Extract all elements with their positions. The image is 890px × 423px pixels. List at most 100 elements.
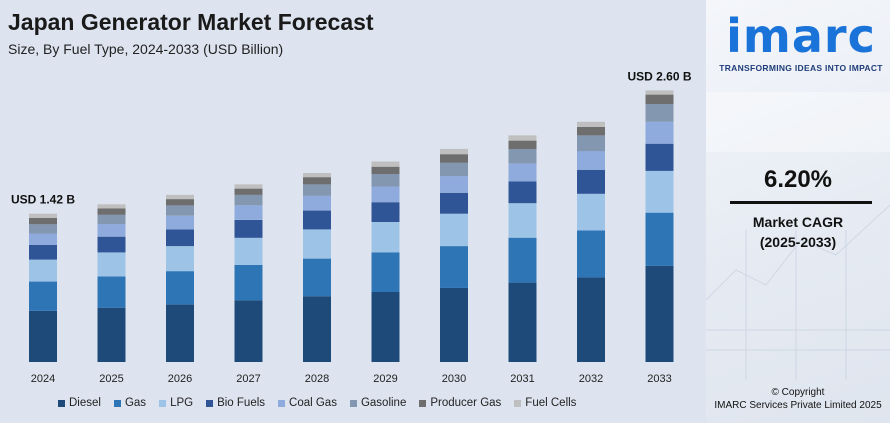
legend-item: LPG xyxy=(159,397,193,409)
legend-label: Producer Gas xyxy=(430,397,502,409)
bar-segment-producer-gas xyxy=(234,188,263,195)
bar-segment-diesel xyxy=(234,300,263,362)
bar-segment-diesel xyxy=(371,292,400,362)
cagr-label-line2: (2025-2033) xyxy=(759,234,837,250)
bar-segment-coal-gas xyxy=(29,233,57,245)
bar-segment-diesel xyxy=(97,307,126,362)
bar-segment-coal-gas xyxy=(303,195,331,211)
legend-swatch xyxy=(206,399,214,407)
legend-swatch xyxy=(113,399,121,407)
bar-segment-gasoline xyxy=(166,205,194,216)
bar-segment-gasoline xyxy=(303,184,331,196)
bar-segment-bio-fuels xyxy=(97,236,126,253)
bar-segment-lpg xyxy=(29,259,57,282)
legend-label: Bio Fuels xyxy=(217,397,266,409)
legend-swatch xyxy=(58,399,65,407)
bar-segment-gasoline xyxy=(577,135,605,152)
bar-segment-lpg xyxy=(577,193,605,231)
bar-segment-diesel xyxy=(29,310,57,362)
bar-segment-gasoline xyxy=(508,148,537,164)
bar-segment-lpg xyxy=(508,203,537,238)
background-decoration xyxy=(706,92,890,380)
legend-item: Diesel xyxy=(58,397,101,409)
legend-item: Gas xyxy=(113,397,146,409)
bar-segment-fuel-cells xyxy=(508,135,537,141)
bar-segment-bio-fuels xyxy=(508,181,537,204)
bar-segment-fuel-cells xyxy=(29,213,57,218)
x-tick-label: 2028 xyxy=(305,373,329,385)
logo-wordmark: imarc xyxy=(726,9,876,63)
bar-segment-producer-gas xyxy=(371,166,400,174)
bar-segment-diesel xyxy=(166,304,194,362)
bar-segment-bio-fuels xyxy=(440,192,468,214)
bar-segment-producer-gas xyxy=(645,94,674,104)
bar-segment-producer-gas xyxy=(303,177,331,185)
bar-segment-coal-gas xyxy=(97,224,126,237)
bar-segment-bio-fuels xyxy=(166,229,194,247)
bar-segment-bio-fuels xyxy=(577,169,605,194)
bar-segment-bio-fuels xyxy=(645,143,674,171)
bar-segment-gas xyxy=(97,276,126,308)
x-tick-label: 2031 xyxy=(510,373,534,385)
legend-swatch xyxy=(278,399,286,407)
bar-segment-coal-gas xyxy=(508,163,537,182)
legend-item: Gasoline xyxy=(349,397,407,409)
bar-segment-diesel xyxy=(645,265,674,362)
legend-swatch xyxy=(419,399,427,407)
chart-subtitle: Size, By Fuel Type, 2024-2033 (USD Billi… xyxy=(8,41,284,57)
bar-segment-bio-fuels xyxy=(29,245,57,260)
bar-segment-fuel-cells xyxy=(577,121,605,127)
x-tick-label: 2027 xyxy=(236,373,260,385)
bar-segment-fuel-cells xyxy=(371,161,400,167)
bar-segment-lpg xyxy=(371,222,400,253)
bar-segment-coal-gas xyxy=(234,205,263,220)
legend-item: Bio Fuels xyxy=(206,397,265,409)
bar-segment-gas xyxy=(440,246,468,288)
legend-label: Gasoline xyxy=(360,397,407,409)
bar-segment-fuel-cells xyxy=(97,204,126,209)
bar-segment-diesel xyxy=(303,296,331,362)
stacked-bar-chart: 2024 2025 2026 2027 2028 2029 2030 2031 2032 2033… xyxy=(11,69,692,385)
bar-segment-fuel-cells xyxy=(234,184,263,189)
bar-segment-gasoline xyxy=(97,214,126,225)
bar-segment-producer-gas xyxy=(97,208,126,215)
bar-segment-diesel xyxy=(508,282,537,362)
bar-segment-producer-gas xyxy=(577,127,605,136)
logo-tagline: TRANSFORMING IDEAS INTO IMPACT xyxy=(719,63,883,73)
bar-segment-gasoline xyxy=(440,162,468,177)
bar-segment-gas xyxy=(166,271,194,305)
bar-segment-lpg xyxy=(166,246,194,272)
bar-segment-gasoline xyxy=(234,194,263,206)
legend-item: Producer Gas xyxy=(419,397,501,409)
x-tick-label: 2025 xyxy=(99,373,123,385)
legend-label: Fuel Cells xyxy=(525,397,577,409)
bar-segment-gasoline xyxy=(645,104,674,122)
bar-segment-lpg xyxy=(234,237,263,265)
legend-swatch xyxy=(159,399,167,407)
legend-label: Diesel xyxy=(69,397,101,409)
x-tick-label: 2029 xyxy=(373,373,397,385)
bar-segment-bio-fuels xyxy=(371,202,400,222)
chart-legend: Diesel Gas LPG Bio Fuels Coal Gas Gasoline Pro… xyxy=(58,397,589,409)
chart-panel: Japan Generator Market Forecast Size, By… xyxy=(0,0,706,423)
copyright-line2: IMARC Services Private Limited 2025 xyxy=(714,400,882,411)
bar-segment-lpg xyxy=(303,229,331,259)
bar-segment-fuel-cells xyxy=(303,173,331,178)
bar-segment-diesel xyxy=(440,287,468,362)
x-tick-label: 2033 xyxy=(647,373,671,385)
bar-segment-gasoline xyxy=(371,174,400,187)
chart-title: Japan Generator Market Forecast xyxy=(8,9,374,35)
imarc-logo[interactable]: imarc TRANSFORMING IDEAS INTO IMPACT xyxy=(716,10,886,73)
x-tick-label: 2024 xyxy=(31,373,55,385)
bar-segment-bio-fuels xyxy=(234,220,263,238)
bar-segment-gas xyxy=(29,281,57,311)
cagr-label-line1: Market CAGR xyxy=(752,214,844,230)
bar-segment-producer-gas xyxy=(440,154,468,163)
bar-segment-diesel xyxy=(577,277,605,362)
bar-segment-gas xyxy=(303,258,331,297)
bar-segment-gas xyxy=(234,264,263,301)
cagr-label: Market CAGR (2025-2033) xyxy=(706,212,890,252)
bar-segment-fuel-cells xyxy=(645,90,674,95)
legend-swatch xyxy=(349,399,357,407)
bar-segment-bio-fuels xyxy=(303,210,331,230)
